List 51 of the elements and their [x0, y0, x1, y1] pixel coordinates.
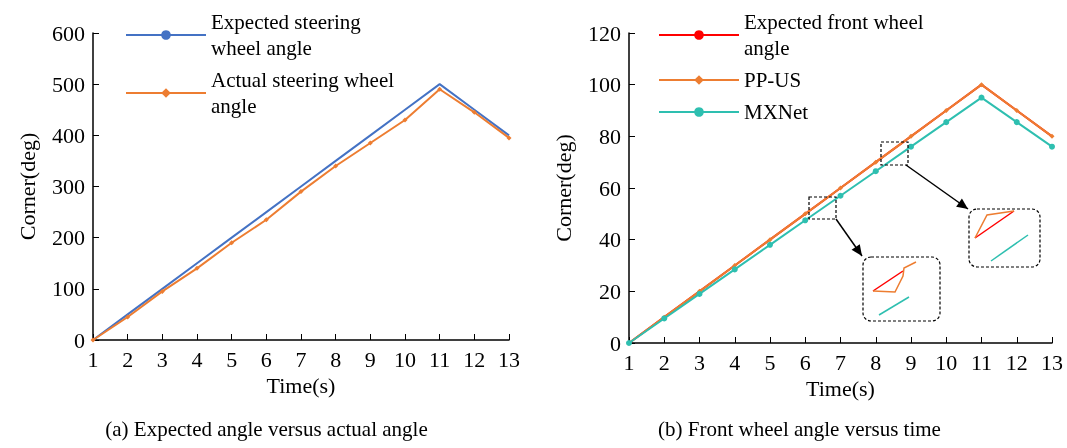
- x-tick-label: 7: [835, 349, 846, 375]
- y-tick-label: 120: [588, 20, 621, 46]
- y-tick-label: 80: [599, 123, 621, 149]
- x-tick-label: 13: [1041, 349, 1063, 375]
- x-tick-label: 9: [905, 349, 917, 375]
- x-tick-label: 4: [191, 346, 203, 372]
- legend-label: PP-US: [744, 68, 802, 92]
- text: (b) Front wheel angle versus time: [658, 416, 941, 441]
- legend-label: MXNet: [744, 100, 809, 124]
- legend-label: Expected front wheel angle: [744, 10, 929, 60]
- x-tick-label: 10: [394, 346, 416, 372]
- x-tick-label: 13: [498, 346, 520, 372]
- x-axis-title: Time(s): [266, 373, 336, 399]
- x-tick-label: 5: [226, 346, 238, 372]
- x-axis-title: Time(s): [806, 376, 875, 402]
- x-tick-label: 6: [260, 346, 272, 372]
- y-tick-label: 100: [588, 72, 621, 98]
- y-tick-label: 0: [74, 327, 85, 353]
- y-tick-label: 100: [52, 276, 85, 302]
- x-tick-label: 11: [970, 349, 993, 375]
- y-tick-label: 600: [52, 20, 85, 46]
- x-tick-label: 5: [764, 349, 776, 375]
- x-tick-label: 1: [87, 346, 99, 372]
- x-tick-label: 11: [429, 346, 451, 372]
- x-tick-label: 10: [935, 349, 958, 375]
- y-axis-title: Corner(deg): [550, 134, 576, 242]
- x-tick-label: 9: [364, 346, 376, 372]
- y-tick-label: 0: [610, 330, 621, 356]
- x-tick-label: 12: [463, 346, 486, 372]
- x-tick-label: 12: [1005, 349, 1028, 375]
- x-tick-label: 4: [729, 349, 741, 375]
- x-tick-label: 8: [870, 349, 882, 375]
- y-axis-title: Corner(deg): [14, 132, 40, 241]
- y-tick-label: 300: [52, 174, 85, 199]
- y-tick-label: 500: [52, 71, 85, 97]
- x-tick-label: 8: [330, 346, 342, 372]
- y-tick-label: 60: [599, 175, 621, 201]
- y-tick-label: 200: [52, 225, 85, 251]
- text: (a) Expected angle versus actual angle: [105, 416, 428, 441]
- y-tick-label: 400: [52, 122, 85, 148]
- y-tick-label: 20: [599, 278, 621, 304]
- x-tick-label: 2: [658, 349, 670, 375]
- x-tick-label: 3: [156, 346, 168, 372]
- x-tick-label: 2: [122, 346, 134, 372]
- legend-label: Expected steering wheel angle: [211, 10, 367, 60]
- legend-label: Actual steering wheel angle: [211, 68, 400, 118]
- x-tick-label: 6: [799, 349, 811, 375]
- y-tick-label: 40: [599, 227, 621, 253]
- x-tick-label: 1: [623, 349, 635, 375]
- x-tick-label: 7: [295, 346, 307, 372]
- x-tick-label: 3: [694, 349, 705, 375]
